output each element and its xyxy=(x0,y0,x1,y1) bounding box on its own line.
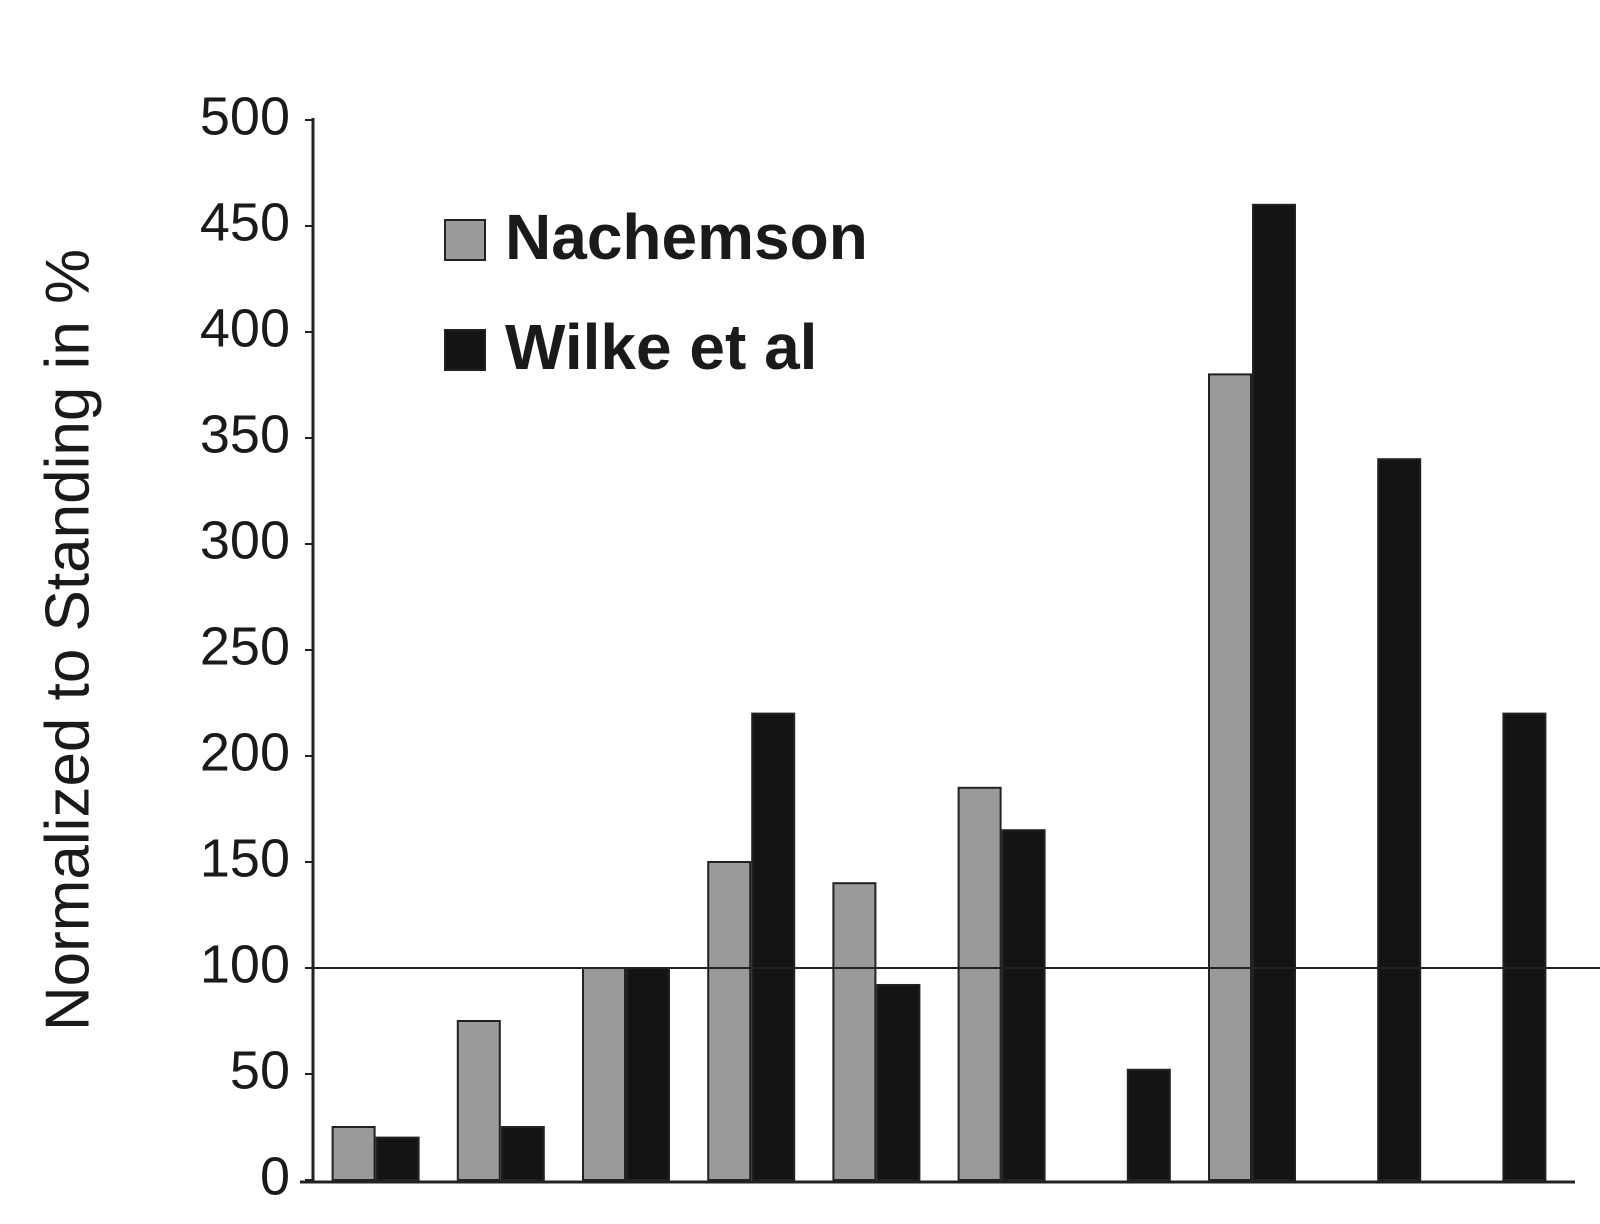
bar xyxy=(375,1136,420,1181)
legend-label: Wilke et al xyxy=(505,311,817,383)
bar xyxy=(1377,458,1422,1181)
legend-swatch xyxy=(444,219,486,261)
y-tick-label: 250 xyxy=(200,616,290,676)
bar xyxy=(626,967,670,1181)
legend-swatch xyxy=(444,329,486,371)
bar xyxy=(957,786,1002,1181)
bar xyxy=(876,983,921,1182)
bar xyxy=(1208,373,1252,1181)
y-tick-label: 100 xyxy=(200,934,290,994)
y-tick-label: 450 xyxy=(200,192,290,252)
y-tick-label: 200 xyxy=(200,722,290,782)
bar xyxy=(751,712,796,1181)
y-tick-label: 0 xyxy=(260,1146,290,1206)
y-tick-label: 150 xyxy=(200,828,290,888)
y-tick-label: 50 xyxy=(230,1040,290,1100)
bar xyxy=(832,882,877,1181)
bar xyxy=(331,1126,376,1181)
y-tick-label: 500 xyxy=(200,86,290,146)
bar xyxy=(500,1126,545,1181)
bar xyxy=(1126,1068,1171,1182)
y-tick-label: 400 xyxy=(200,298,290,358)
y-axis-label: Normalized to Standing in % xyxy=(33,249,102,1031)
y-tick-label: 300 xyxy=(200,510,290,570)
y-tick-label: 350 xyxy=(200,404,290,464)
bar xyxy=(582,967,626,1181)
legend-label: Nachemson xyxy=(505,201,868,273)
bar xyxy=(456,1020,501,1181)
bar xyxy=(707,861,752,1181)
bar xyxy=(1252,203,1296,1182)
bar xyxy=(1502,712,1547,1181)
bar xyxy=(1001,829,1046,1181)
